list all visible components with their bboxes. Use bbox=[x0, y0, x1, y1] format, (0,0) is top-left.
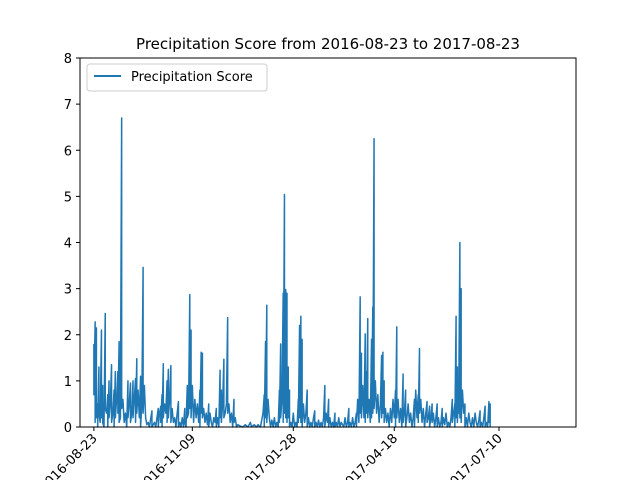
y-tick-label: 6 bbox=[64, 144, 72, 159]
y-tick-label: 4 bbox=[64, 237, 72, 252]
y-tick-label: 8 bbox=[64, 52, 72, 67]
series-line-precipitation-score bbox=[93, 117, 491, 428]
y-tick-label: 2 bbox=[64, 329, 72, 344]
x-tick-label: 2016-08-23 bbox=[37, 431, 101, 480]
y-tick-label: 0 bbox=[64, 421, 72, 436]
x-tick-label: 2017-01-28 bbox=[236, 431, 300, 480]
x-axis: 2016-08-23 2016-11-09 2017-01-28 2017-04-18… bbox=[37, 427, 506, 480]
plot-area bbox=[93, 117, 491, 428]
chart-title: Precipitation Score from 2016-08-23 to 2… bbox=[136, 35, 520, 53]
x-tick-label: 2017-07-10 bbox=[442, 431, 506, 480]
y-axis: 0 1 2 3 4 5 6 7 8 bbox=[64, 52, 80, 436]
legend: Precipitation Score bbox=[86, 63, 268, 92]
y-tick-label: 1 bbox=[64, 375, 72, 390]
x-tick-label: 2016-11-09 bbox=[135, 431, 199, 480]
axes-frame bbox=[79, 57, 577, 428]
y-tick-label: 5 bbox=[64, 190, 72, 205]
y-tick-label: 7 bbox=[64, 98, 72, 113]
y-tick-label: 3 bbox=[64, 283, 72, 298]
legend-box bbox=[86, 63, 268, 92]
legend-label: Precipitation Score bbox=[131, 70, 253, 85]
x-tick-label: 2017-04-18 bbox=[337, 431, 401, 480]
